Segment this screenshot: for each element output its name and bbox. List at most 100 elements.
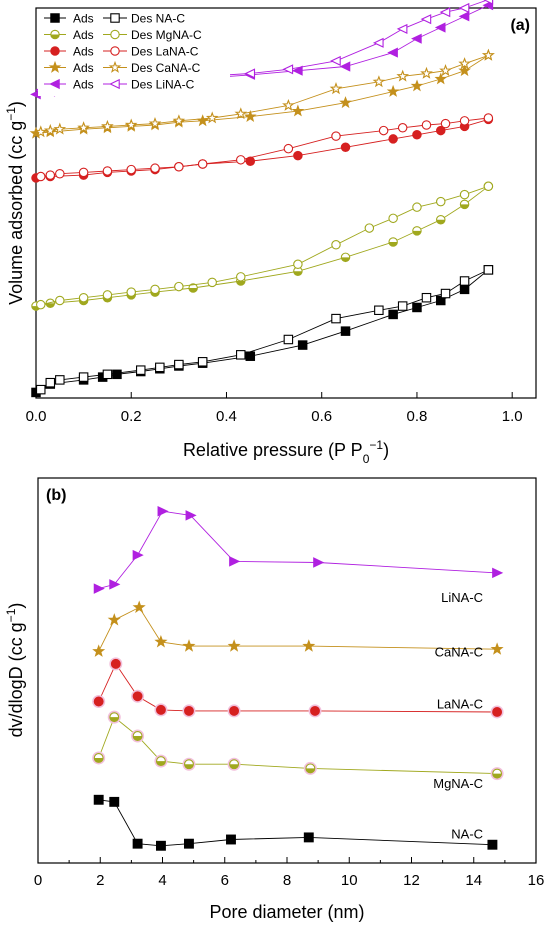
panel-a-plot-area — [29, 0, 495, 398]
psd-point-CaNA-C — [227, 639, 241, 652]
psd-line-LiNA-C — [98, 510, 498, 590]
point-MgNA-C-des — [126, 287, 136, 297]
psd-point-NA-C — [487, 839, 498, 850]
point-CaNA-C-ads — [244, 109, 257, 122]
legend-des-marker-CaNA-C — [108, 60, 122, 73]
point-MgNA-C-des — [436, 196, 446, 207]
legend-ads-marker-LiNA-C — [49, 78, 60, 90]
psd-point-MgNA-C-half — [492, 773, 502, 779]
panel-b-label: (b) — [46, 487, 66, 504]
point-MgNA-C-ads-half — [46, 303, 55, 308]
point-CaNA-C-des — [396, 69, 410, 82]
panel-b-y-title-close: ) — [6, 603, 26, 609]
point-LaNA-C-des — [236, 155, 246, 165]
psd-series-MgNA-C — [92, 710, 504, 781]
psd-point-MgNA-C-half — [94, 757, 104, 763]
point-LaNA-C-des — [378, 125, 389, 136]
point-CaNA-C-des — [101, 119, 114, 132]
series-line-CaNA-C-ads — [35, 55, 489, 134]
point-NA-C-des — [197, 357, 208, 367]
point-MgNA-C-ads-half — [341, 257, 350, 262]
point-NA-C-des — [397, 301, 408, 311]
point-CaNA-C-des — [148, 117, 162, 130]
point-LaNA-C-des — [283, 143, 294, 154]
point-CaNA-C-des — [205, 111, 219, 124]
series-label-NA-C: NA-C — [451, 826, 483, 841]
panel-b-x-tick-label: 0 — [34, 872, 42, 889]
psd-point-NA-C — [109, 796, 120, 807]
point-MgNA-C-des — [55, 295, 65, 306]
panel-b-y-title-sup: −1 — [4, 608, 18, 622]
series-label-MgNA-C: MgNA-C — [433, 776, 483, 791]
point-LaNA-C-des — [174, 162, 184, 172]
point-MgNA-C-des — [150, 284, 160, 295]
point-MgNA-C-ads-half — [236, 281, 245, 286]
psd-point-LiNA-C — [132, 549, 144, 561]
point-LaNA-C-ads — [245, 156, 256, 166]
series-LaNA-C-des — [36, 113, 494, 182]
psd-point-CaNA-C — [490, 642, 504, 655]
point-NA-C-des — [78, 372, 89, 382]
point-LiNA-C-des — [483, 0, 494, 5]
point-MgNA-C-des — [293, 259, 303, 270]
point-NA-C-des — [155, 362, 165, 373]
psd-point-LaNA-C — [110, 658, 121, 669]
series-label-CaNA-C: CaNA-C — [435, 644, 483, 659]
point-NA-C-des — [55, 375, 65, 385]
legend-ads-marker-LaNA-C — [50, 46, 60, 56]
point-MgNA-C-des — [36, 299, 46, 310]
point-CaNA-C-ads — [458, 64, 471, 77]
panel-a-adsorption-isotherms: (a) 0.0 0.2 0.4 0.6 0.8 1.0 Relative pressure… — [4, 0, 537, 466]
series-line-LaNA-C-ads — [35, 118, 489, 179]
psd-series-LiNA-C — [93, 505, 504, 594]
point-LaNA-C-des — [150, 163, 160, 173]
point-NA-C-ads — [388, 309, 398, 320]
series-label-LiNA-C: LiNA-C — [441, 590, 483, 605]
psd-point-LiNA-C — [185, 510, 197, 521]
point-LiNA-C-ads — [292, 65, 303, 76]
point-CaNA-C-des — [77, 121, 90, 134]
panel-b-x-tick-label: 2 — [96, 872, 104, 889]
point-LaNA-C-des — [331, 131, 341, 141]
series-line-MgNA-C-des — [40, 185, 489, 306]
point-NA-C-des — [236, 350, 246, 360]
legend-ads-label: Ads — [73, 61, 94, 75]
point-LiNA-C-ads — [411, 33, 422, 44]
panel-a-x-title-close: ) — [383, 440, 389, 460]
series-NA-C-ads — [31, 265, 494, 398]
panel-a-x-title-sub: 0 — [363, 452, 370, 466]
point-MgNA-C-des — [459, 189, 470, 200]
point-LiNA-C-des — [330, 55, 341, 66]
point-LaNA-C-ads — [412, 130, 422, 140]
point-MgNA-C-des — [102, 290, 113, 300]
panel-b-plot-area — [92, 505, 504, 851]
legend-ads-label: Ads — [73, 78, 94, 92]
psd-series-LaNA-C — [92, 657, 504, 719]
point-CaNA-C-ads — [386, 84, 400, 97]
panel-a-x-axis-title: Relative pressure (P P0−1) — [183, 438, 389, 466]
point-MgNA-C-des — [388, 213, 398, 224]
point-CaNA-C-des — [329, 82, 343, 95]
point-LiNA-C-ads — [387, 47, 398, 58]
psd-point-LaNA-C — [93, 696, 104, 707]
psd-point-CaNA-C — [154, 634, 168, 648]
point-LaNA-C-des — [421, 120, 432, 130]
legend-des-marker-NA-C — [110, 13, 120, 23]
point-MgNA-C-des — [207, 277, 217, 288]
point-MgNA-C-des — [78, 292, 89, 303]
point-LiNA-C-des — [372, 37, 384, 48]
point-CaNA-C-ads — [339, 96, 352, 109]
psd-point-CaNA-C — [302, 639, 316, 652]
panel-a-x-tick-label: 0.0 — [26, 408, 47, 425]
point-LiNA-C-des — [439, 7, 451, 18]
point-CaNA-C-des — [420, 66, 433, 79]
point-NA-C-des — [36, 384, 46, 395]
panel-a-x-tick-label: 0.6 — [311, 408, 332, 425]
point-CaNA-C-des — [34, 125, 48, 138]
psd-point-LiNA-C — [313, 557, 325, 568]
point-CaNA-C-des — [372, 75, 386, 88]
psd-point-CaNA-C — [182, 639, 196, 652]
point-NA-C-des — [102, 369, 113, 380]
point-NA-C-des — [374, 305, 384, 315]
point-MgNA-C-ads-half — [188, 287, 198, 293]
